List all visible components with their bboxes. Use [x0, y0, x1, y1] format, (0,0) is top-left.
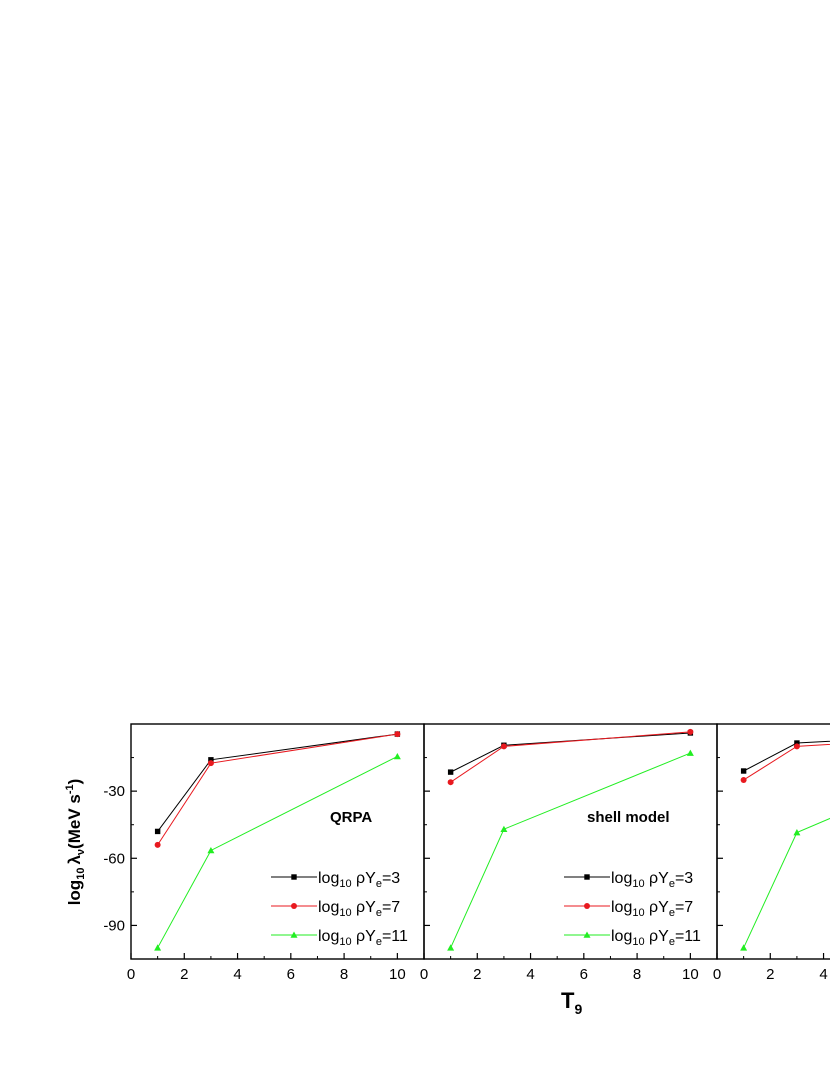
data-point-rho7 — [154, 841, 161, 848]
data-point-rho11 — [686, 749, 694, 756]
legend-entry-rho11: log10 ρYe=11 — [611, 928, 701, 948]
panel-frame — [423, 723, 718, 960]
data-point-rho11 — [393, 752, 401, 760]
data-point-rho7 — [500, 743, 507, 750]
data-point-rho11 — [793, 829, 801, 836]
legend-marker-rho11 — [290, 931, 298, 938]
series-line-rho11 — [157, 756, 398, 949]
legend-marker-rho7 — [584, 903, 590, 909]
series-line-rho11 — [450, 752, 691, 949]
legend-marker-rho3 — [584, 874, 590, 880]
data-point-rho3 — [208, 757, 214, 763]
y-tick-label: -60 — [103, 850, 125, 867]
x-tick-label: 4 — [233, 966, 241, 983]
plot-area — [740, 740, 830, 951]
panel-2: 0 2 4 6 8 10 shell model log10 ρYe=3 log10 ρYe=7… — [420, 723, 718, 983]
legend: log10 ρYe=3 log10 ρYe=7 log10 ρYe=11 — [564, 870, 701, 948]
legend-marker-rho11 — [583, 931, 591, 938]
data-point-rho11 — [740, 944, 748, 951]
series-line-rho3 — [743, 740, 830, 772]
panel-frame — [716, 723, 830, 960]
series-line-rho11 — [743, 817, 830, 949]
legend-entry-rho3: log10 ρYe=3 — [318, 870, 400, 890]
data-point-rho7 — [687, 728, 694, 735]
legend-marker-rho7 — [291, 903, 297, 909]
legend-entry-rho3: log10 ρYe=3 — [611, 870, 693, 890]
x-tick-label: 6 — [580, 966, 588, 983]
panel-label: QRPA — [330, 809, 372, 826]
panel-3: 0 2 4 — [713, 723, 830, 983]
legend-entry-rho11: log10 ρYe=11 — [318, 928, 408, 948]
data-point-rho7 — [793, 743, 800, 750]
legend-entry-rho7: log10 ρYe=7 — [611, 899, 693, 919]
series-line-rho7 — [450, 731, 691, 783]
data-point-rho11 — [207, 846, 215, 854]
x-tick-label: 2 — [766, 966, 774, 983]
data-point-rho7 — [447, 779, 454, 786]
legend: log10 ρYe=3 log10 ρYe=7 log10 ρYe=11 — [271, 870, 408, 948]
legend-entry-rho7: log10 ρYe=7 — [318, 899, 400, 919]
panel-frame — [130, 723, 425, 960]
data-point-rho3 — [447, 769, 454, 775]
y-axis-title: log10λν(MeV s-1) — [64, 779, 87, 906]
data-point-rho11 — [500, 825, 508, 832]
data-point-rho3 — [794, 740, 800, 746]
legend-marker-rho3 — [291, 874, 297, 880]
x-tick-label: 2 — [180, 966, 188, 983]
x-tick-label: 8 — [340, 966, 348, 983]
series-line-rho3 — [450, 732, 691, 773]
x-tick-label: 6 — [287, 966, 295, 983]
data-point-rho11 — [154, 944, 162, 951]
panel-label: shell model — [587, 809, 670, 826]
data-point-rho3 — [740, 768, 747, 774]
x-tick-label: 10 — [389, 966, 406, 983]
plot-area — [447, 728, 694, 951]
y-tick-label: -90 — [103, 917, 125, 934]
data-point-rho7 — [394, 731, 401, 738]
y-tick-label: -30 — [103, 783, 125, 800]
x-tick-label: 10 — [682, 966, 699, 983]
data-point-rho7 — [207, 760, 214, 767]
x-axis-title: T9 — [561, 988, 582, 1017]
x-tick-label: 0 — [420, 966, 428, 983]
data-point-rho3 — [154, 828, 161, 835]
x-tick-label: 8 — [633, 966, 641, 983]
x-tick-label: 0 — [127, 966, 135, 983]
x-tick-label: 0 — [713, 966, 721, 983]
x-tick-label: 2 — [473, 966, 481, 983]
x-tick-label: 4 — [819, 966, 827, 983]
data-point-rho7 — [740, 776, 747, 783]
plot-area — [154, 731, 401, 951]
data-point-rho11 — [447, 944, 455, 951]
x-tick-label: 4 — [526, 966, 534, 983]
